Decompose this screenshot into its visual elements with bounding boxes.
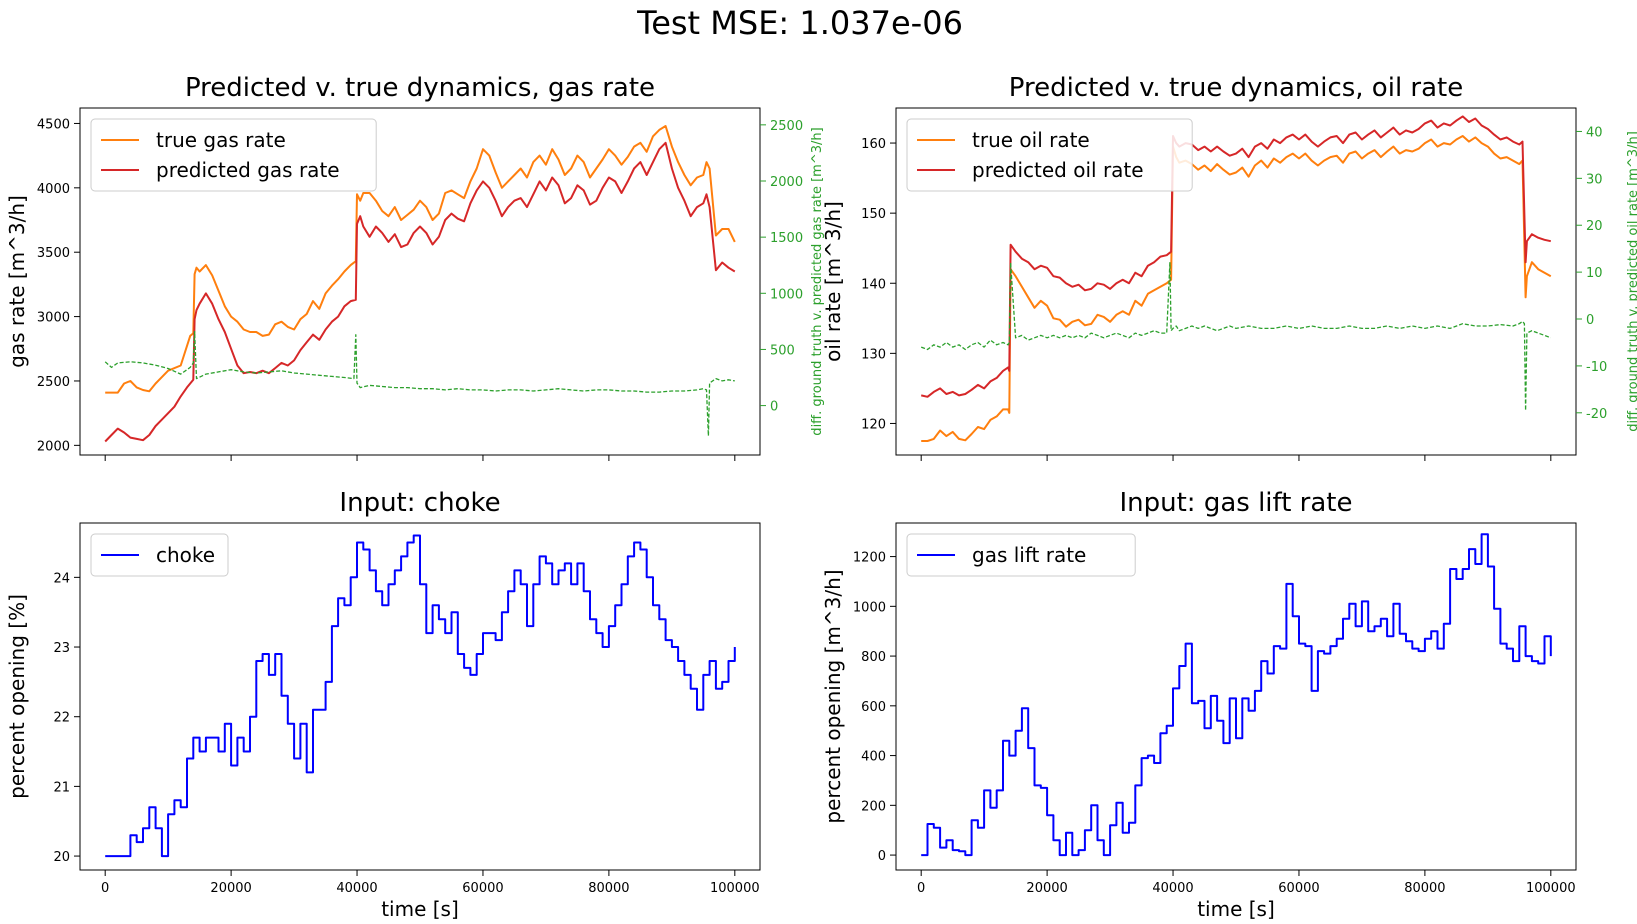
x-tick-label: 60000 xyxy=(462,881,503,896)
y-tick-label: 1200 xyxy=(853,551,886,566)
y2-axis-label: diff. ground truth v. predicted gas rate… xyxy=(810,127,825,435)
legend-box xyxy=(90,533,229,577)
series-line-choke xyxy=(105,534,736,858)
panel-gas: Predicted v. true dynamics, gas rate 2000… xyxy=(5,73,825,461)
x-tick-label: 100000 xyxy=(1526,881,1576,896)
y-tick-label: 3500 xyxy=(37,246,70,261)
y-tick-label: 160 xyxy=(861,137,886,152)
panel-title: Predicted v. true dynamics, gas rate xyxy=(185,73,655,103)
legend-box xyxy=(906,533,1136,577)
legend: true oil rate predicted oil rate xyxy=(906,118,1193,192)
y-tick-label: 1000 xyxy=(853,600,886,615)
y2-tick-label: 0 xyxy=(1586,313,1594,328)
series-line-predicted-oil-rate xyxy=(920,115,1552,398)
legend-label: true oil rate xyxy=(972,128,1090,152)
x-tick-label: 40000 xyxy=(336,881,377,896)
y2-tick-label: 2000 xyxy=(770,175,803,190)
y2-tick-label: 1000 xyxy=(770,287,803,302)
legend: true gas rate predicted gas rate xyxy=(90,118,377,192)
x-tick-label: 20000 xyxy=(1026,881,1067,896)
y-tick-label: 200 xyxy=(861,799,886,814)
legend-label: predicted oil rate xyxy=(972,158,1144,182)
series-line-true-gas-rate xyxy=(105,125,736,394)
figure-suptitle: Test MSE: 1.037e-06 xyxy=(636,4,963,42)
x-tick-label: 80000 xyxy=(588,881,629,896)
x-tick-label: 100000 xyxy=(710,881,760,896)
y2-axis-label: diff. ground truth v. predicted oil rate… xyxy=(1626,131,1637,432)
legend: choke xyxy=(90,533,229,577)
y2-tick-label: -20 xyxy=(1586,407,1607,422)
y2-tick-label: 1500 xyxy=(770,231,803,246)
y-tick-label: 4000 xyxy=(37,182,70,197)
y2-tick-label: 500 xyxy=(770,343,795,358)
y-axis-label: percent opening [%] xyxy=(5,594,29,799)
panel-title: Predicted v. true dynamics, oil rate xyxy=(1009,73,1464,103)
series-line-predicted-gas-rate xyxy=(104,141,736,443)
y-tick-label: 20 xyxy=(53,850,70,865)
y-tick-label: 3000 xyxy=(37,311,70,326)
plot-frame xyxy=(895,107,1577,456)
panel-title: Input: gas lift rate xyxy=(1119,488,1352,518)
y2-tick-label: -10 xyxy=(1586,360,1607,375)
series-line-true-oil-rate xyxy=(921,135,1552,442)
legend-label: predicted gas rate xyxy=(156,158,340,182)
y-tick-label: 2500 xyxy=(37,375,70,390)
y2-tick-label: 10 xyxy=(1586,266,1603,281)
y-axis-label: oil rate [m^3/h] xyxy=(821,201,845,362)
x-tick-label: 20000 xyxy=(210,881,251,896)
y-tick-label: 22 xyxy=(53,711,70,726)
x-tick-label: 0 xyxy=(101,881,109,896)
legend-label: true gas rate xyxy=(156,128,286,152)
x-tick-label: 80000 xyxy=(1404,881,1445,896)
plot-frame xyxy=(79,107,761,456)
series-line-diff xyxy=(104,330,735,437)
y-tick-label: 140 xyxy=(861,277,886,292)
y-tick-label: 800 xyxy=(861,650,886,665)
y-tick-label: 4500 xyxy=(37,117,70,132)
y2-tick-label: 2500 xyxy=(770,119,803,134)
x-axis-label: time [s] xyxy=(381,897,459,921)
y2-tick-label: 20 xyxy=(1586,219,1603,234)
legend-label: choke xyxy=(156,543,215,567)
x-axis-label: time [s] xyxy=(1197,897,1275,921)
panel-choke: Input: choke 0 20000 40000 60000 80000 100000 2… xyxy=(5,488,761,921)
x-tick-label: 40000 xyxy=(1152,881,1193,896)
y-tick-label: 130 xyxy=(861,347,886,362)
x-tick-label: 60000 xyxy=(1278,881,1319,896)
y-tick-label: 24 xyxy=(53,571,70,586)
y-tick-label: 0 xyxy=(878,849,886,864)
plot-frame xyxy=(79,522,761,871)
y-tick-label: 2000 xyxy=(37,439,70,454)
legend-label: gas lift rate xyxy=(972,543,1086,567)
legend: gas lift rate xyxy=(906,533,1136,577)
legend-box xyxy=(906,118,1193,192)
y2-tick-label: 40 xyxy=(1586,125,1603,140)
y-tick-label: 21 xyxy=(53,780,70,795)
x-tick-label: 0 xyxy=(917,881,925,896)
plot-frame xyxy=(895,522,1577,871)
y-axis-label: percent opening [m^3/h] xyxy=(821,569,845,823)
y-tick-label: 400 xyxy=(861,750,886,765)
series-line-diff xyxy=(920,262,1552,412)
series-line-gas-lift-rate xyxy=(921,533,1552,857)
y2-tick-label: 0 xyxy=(770,400,778,415)
y-tick-label: 600 xyxy=(861,700,886,715)
panel-oil: Predicted v. true dynamics, oil rate 120 1… xyxy=(821,73,1637,461)
y-axis-label: gas rate [m^3/h] xyxy=(5,195,29,368)
y2-tick-label: 30 xyxy=(1586,172,1603,187)
y-tick-label: 120 xyxy=(861,417,886,432)
y-tick-label: 150 xyxy=(861,207,886,222)
legend-box xyxy=(90,118,377,192)
panel-title: Input: choke xyxy=(339,488,500,518)
y-tick-label: 23 xyxy=(53,641,70,656)
